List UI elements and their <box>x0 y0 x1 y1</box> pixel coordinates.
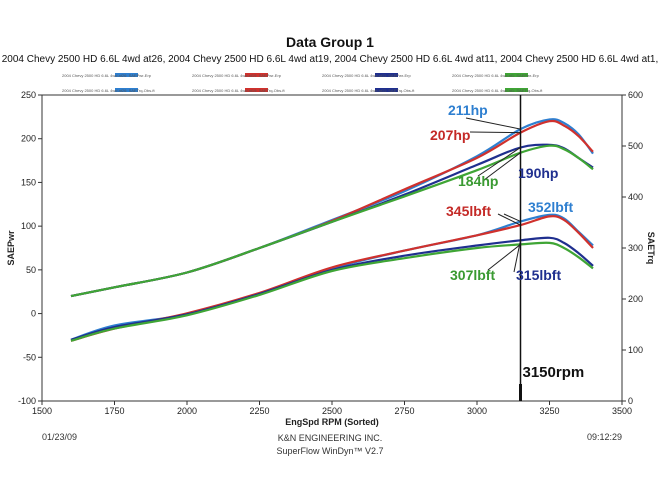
chart-subtitle: 2004 Chevy 2500 HD 6.6L 4wd at26, 2004 C… <box>2 54 659 65</box>
y-right-tick-label: 600 <box>628 90 643 100</box>
x-tick-label: 1500 <box>32 406 52 416</box>
annotation-pointer <box>497 213 521 226</box>
y-axis-right: 0 100 200 300 400 500 600 <box>622 90 643 406</box>
x-tick-label: 2750 <box>394 406 414 416</box>
power-series-line <box>70 144 594 298</box>
x-tick-label: 2500 <box>322 406 342 416</box>
footer-time: 09:12:29 <box>587 432 622 442</box>
y-right-tick-label: 100 <box>628 345 643 355</box>
annotation-label: 184hp <box>458 173 498 189</box>
annotation-label: 307lbft <box>450 267 495 283</box>
legend-entry: 2004 Chevy 2500 HD 6.6L 4wd at11: SAEPwr… <box>322 73 411 78</box>
y-left-tick-label: 100 <box>21 221 36 231</box>
legend-entry: 2004 Chevy 2500 HD 6.6L 4wd at1: SAEPwr-… <box>452 73 540 78</box>
annotation-pointer <box>469 131 521 134</box>
annotation-pointer <box>503 213 521 222</box>
footer-date: 01/23/09 <box>42 432 77 442</box>
annotation-label: 211hp <box>448 102 488 118</box>
y-left-tick-label: 150 <box>21 177 36 187</box>
y-axis-label-left: SAEPwr <box>6 230 16 266</box>
y-left-tick-label: 0 <box>31 309 36 319</box>
legend-entry: 2004 Chevy 2500 HD 6.6L 4wd at11: SAETrq… <box>322 88 415 93</box>
y-left-tick-label: -100 <box>18 396 36 406</box>
x-tick-label: 3500 <box>612 406 632 416</box>
chart-title: Data Group 1 <box>286 34 374 50</box>
y-left-tick-label: 200 <box>21 134 36 144</box>
legend-entry: 2004 Chevy 2500 HD 6.6L 4wd at26: SAEPwr… <box>62 73 152 78</box>
annotation-label: 315lbft <box>516 267 561 283</box>
y-right-tick-label: 300 <box>628 243 643 253</box>
torque-series-line <box>70 236 594 341</box>
y-left-tick-label: 50 <box>26 265 36 275</box>
series-layer <box>70 118 594 342</box>
y-right-tick-label: 500 <box>628 141 643 151</box>
rpm-marker-label: 3150rpm <box>523 364 585 381</box>
y-left-tick-label: -50 <box>23 352 36 362</box>
legend-entry: 2004 Chevy 2500 HD 6.6L 4wd at19: SAETrq… <box>192 88 286 93</box>
x-tick-label: 3250 <box>539 406 559 416</box>
annotation-pointer <box>477 147 521 177</box>
y-axis-label-right: SAETrq <box>646 232 656 265</box>
x-tick-label: 1750 <box>104 406 124 416</box>
y-right-tick-label: 400 <box>628 192 643 202</box>
rpm-marker: 3150rpm <box>519 95 585 401</box>
annotation-label: 190hp <box>518 165 558 181</box>
annotation-pointer <box>483 152 521 181</box>
footer-company: K&N ENGINEERING INC. <box>278 433 383 443</box>
annotation-pointer <box>465 117 521 130</box>
x-tick-label: 3000 <box>467 406 487 416</box>
annotations: 211hp 207hp 190hp 184hp 352lbft 345lbft 307lbf… <box>430 102 573 283</box>
annotation-pointer <box>513 240 521 273</box>
y-axis-left: -100 -50 0 50 100 150 200 250 <box>18 90 42 406</box>
legend-entry: 2004 Chevy 2500 HD 6.6L 4wd at26: SAETrq… <box>62 88 156 93</box>
x-tick-label: 2250 <box>249 406 269 416</box>
annotation-label: 207hp <box>430 127 470 143</box>
legend: 2004 Chevy 2500 HD 6.6L 4wd at26: SAEPwr… <box>62 73 543 93</box>
annotation-label: 345lbft <box>446 203 491 219</box>
x-tick-label: 2000 <box>177 406 197 416</box>
annotation-label: 352lbft <box>528 199 573 215</box>
y-right-tick-label: 200 <box>628 294 643 304</box>
legend-entry: 2004 Chevy 2500 HD 6.6L 4wd at1: SAETrq-… <box>452 88 543 93</box>
footer-software: SuperFlow WinDyn™ V2.7 <box>276 446 383 456</box>
legend-entry: 2004 Chevy 2500 HD 6.6L 4wd at19: SAEPwr… <box>192 73 282 78</box>
y-left-tick-label: 250 <box>21 90 36 100</box>
x-axis: 1500 1750 2000 2250 2500 2750 3000 3250 3500 <box>32 401 632 416</box>
x-axis-label: EngSpd RPM (Sorted) <box>285 417 379 427</box>
torque-series-line <box>70 241 594 342</box>
plot-frame <box>41 94 623 402</box>
annotation-pointer <box>487 244 521 271</box>
y-right-tick-label: 0 <box>628 396 633 406</box>
